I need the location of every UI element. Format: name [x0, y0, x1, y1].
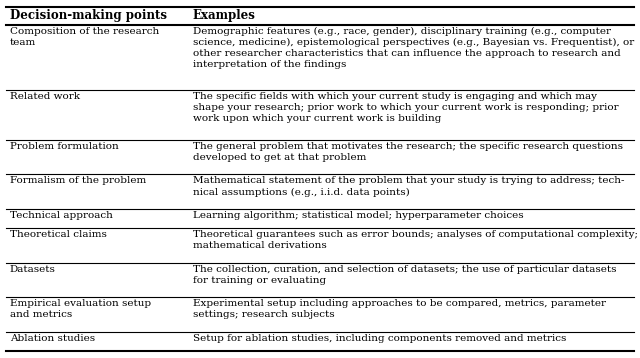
Text: Decision-making points: Decision-making points	[10, 9, 166, 22]
Text: Formalism of the problem: Formalism of the problem	[10, 176, 146, 185]
Text: Theoretical guarantees such as error bounds; analyses of computational complexit: Theoretical guarantees such as error bou…	[193, 230, 638, 250]
Text: Technical approach: Technical approach	[10, 211, 113, 220]
Text: The general problem that motivates the research; the specific research questions: The general problem that motivates the r…	[193, 142, 623, 162]
Text: Setup for ablation studies, including components removed and metrics: Setup for ablation studies, including co…	[193, 334, 566, 343]
Text: Theoretical claims: Theoretical claims	[10, 230, 106, 239]
Text: The specific fields with which your current study is engaging and which may
shap: The specific fields with which your curr…	[193, 92, 618, 123]
Text: Empirical evaluation setup
and metrics: Empirical evaluation setup and metrics	[10, 299, 151, 319]
Text: Learning algorithm; statistical model; hyperparameter choices: Learning algorithm; statistical model; h…	[193, 211, 524, 220]
Text: Composition of the research
team: Composition of the research team	[10, 27, 159, 47]
Text: Related work: Related work	[10, 92, 79, 101]
Text: Experimental setup including approaches to be compared, metrics, parameter
setti: Experimental setup including approaches …	[193, 299, 606, 319]
Text: Mathematical statement of the problem that your study is trying to address; tech: Mathematical statement of the problem th…	[193, 176, 625, 197]
Text: Examples: Examples	[193, 9, 256, 22]
Text: Datasets: Datasets	[10, 265, 56, 274]
Text: Ablation studies: Ablation studies	[10, 334, 95, 343]
Text: The collection, curation, and selection of datasets; the use of particular datas: The collection, curation, and selection …	[193, 265, 616, 285]
Text: Problem formulation: Problem formulation	[10, 142, 118, 151]
Text: Demographic features (e.g., race, gender), disciplinary training (e.g., computer: Demographic features (e.g., race, gender…	[193, 27, 634, 69]
